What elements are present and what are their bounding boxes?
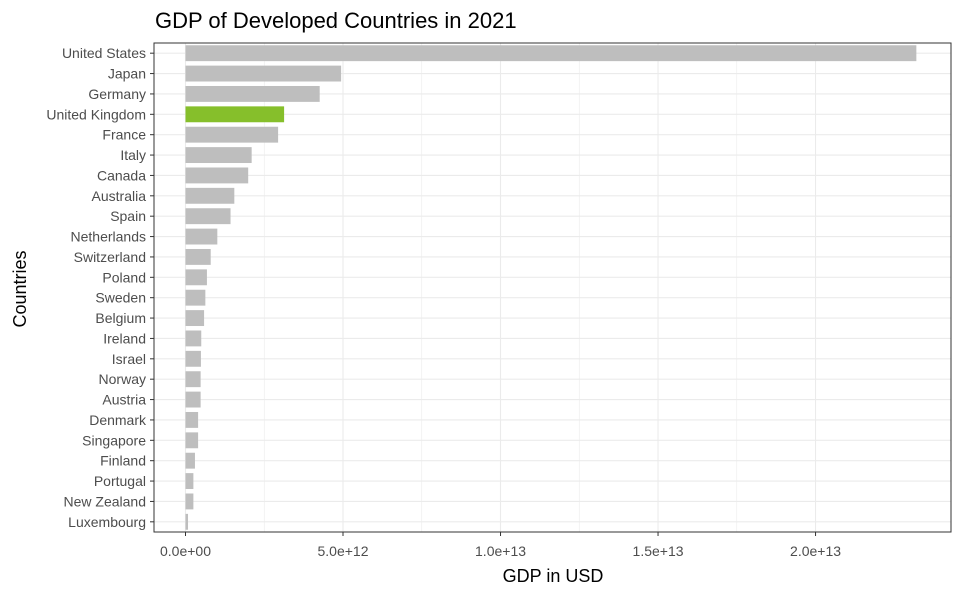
y-tick-label: Ireland [103, 330, 146, 346]
bar-canada [185, 167, 249, 184]
bar-belgium [185, 310, 205, 327]
y-tick-label: Norway [99, 371, 146, 387]
y-tick-label: Luxembourg [68, 514, 146, 530]
bar-ireland [185, 330, 202, 347]
bar-singapore [185, 432, 199, 449]
y-tick-label: Finland [100, 453, 146, 469]
bar-austria [185, 391, 201, 408]
bar-new-zealand [185, 493, 194, 510]
y-tick-label: France [102, 127, 146, 143]
bar-israel [185, 350, 201, 367]
y-tick-label: United Kingdom [46, 106, 146, 122]
chart-title: GDP of Developed Countries in 2021 [155, 8, 517, 33]
bar-portugal [185, 473, 194, 490]
y-axis-ticks: United States Japan Germany United Kingdom F… [46, 45, 154, 530]
x-tick-label: 5.0e+12 [318, 543, 369, 559]
bar-united-kingdom [185, 106, 285, 123]
bar-australia [185, 187, 235, 204]
y-tick-label: Germany [88, 86, 146, 102]
bar-luxembourg [185, 513, 189, 530]
x-axis-ticks: 0.0e+00 5.0e+12 1.0e+13 1.5e+13 2.0e+13 [160, 532, 841, 559]
bar-spain [185, 208, 231, 225]
x-tick-label: 0.0e+00 [160, 543, 211, 559]
bar-poland [185, 269, 207, 286]
x-tick-label: 1.0e+13 [475, 543, 526, 559]
bar-norway [185, 371, 201, 388]
y-tick-label: Australia [92, 188, 147, 204]
bar-finland [185, 452, 195, 469]
bar-france [185, 126, 279, 143]
y-tick-label: Sweden [95, 290, 146, 306]
y-tick-label: Italy [120, 147, 146, 163]
bar-italy [185, 147, 252, 164]
bars [185, 45, 917, 530]
y-tick-label: Portugal [94, 473, 146, 489]
y-tick-label: Switzerland [74, 249, 146, 265]
x-axis-title: GDP in USD [503, 566, 604, 586]
bar-netherlands [185, 228, 218, 245]
panel-border [153, 42, 952, 533]
bar-japan [185, 65, 342, 82]
bar-germany [185, 85, 320, 102]
y-axis-title: Countries [10, 250, 30, 327]
y-tick-label: Belgium [95, 310, 146, 326]
y-tick-label: United States [62, 45, 146, 61]
x-tick-label: 1.5e+13 [633, 543, 684, 559]
y-tick-label: Denmark [89, 412, 147, 428]
y-tick-label: Japan [108, 66, 146, 82]
bar-united-states [185, 45, 917, 62]
y-tick-label: New Zealand [64, 493, 147, 509]
y-tick-label: Canada [97, 167, 146, 183]
bar-switzerland [185, 248, 211, 265]
x-tick-label: 2.0e+13 [790, 543, 841, 559]
bar-denmark [185, 411, 199, 428]
y-tick-label: Singapore [82, 432, 146, 448]
y-tick-label: Austria [102, 392, 146, 408]
y-tick-label: Poland [102, 269, 146, 285]
y-tick-label: Netherlands [71, 229, 147, 245]
y-tick-label: Spain [110, 208, 146, 224]
y-tick-label: Israel [112, 351, 146, 367]
bar-sweden [185, 289, 206, 306]
